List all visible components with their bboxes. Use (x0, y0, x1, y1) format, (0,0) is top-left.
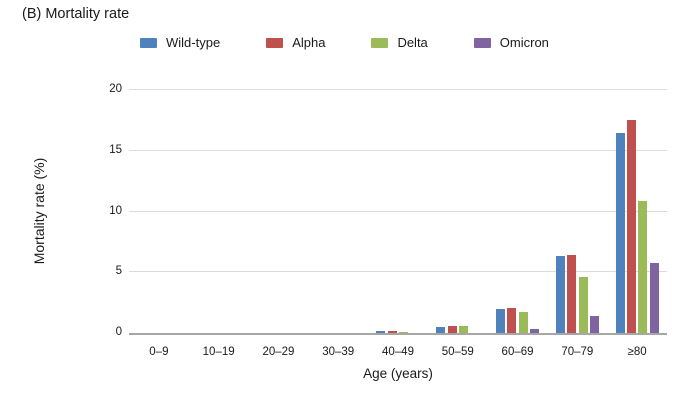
x-tick-label-7: 70–79 (561, 346, 594, 358)
y-tick-label-10: 10 (109, 204, 122, 217)
x-tick-label-0: 0–9 (149, 346, 169, 358)
legend-swatch-icon (266, 37, 284, 48)
bar-alpha-7079 (567, 255, 577, 333)
bar-wild-type-7079 (555, 256, 565, 333)
gridline-10 (129, 210, 667, 212)
gridline-5 (129, 271, 667, 273)
bar-delta-80 (638, 200, 648, 333)
plot-area (129, 89, 667, 335)
y-tick-label-15: 15 (109, 143, 122, 156)
bar-wild-type-4049 (376, 330, 386, 333)
bar-delta-7079 (578, 277, 588, 333)
legend-swatch-icon (371, 37, 389, 48)
bar-alpha-5059 (447, 325, 457, 333)
bar-omicron-80 (649, 262, 659, 333)
bar-omicron-6069 (530, 329, 540, 333)
gridline-15 (129, 149, 667, 151)
legend-item-delta: Delta (371, 35, 428, 50)
y-tick-label-0: 0 (115, 326, 122, 338)
legend-item-alpha: Alpha (266, 35, 325, 50)
bar-delta-5059 (458, 325, 468, 333)
y-axis-title: Mortality rate (%) (31, 157, 47, 265)
bar-delta-6069 (518, 312, 528, 333)
x-tick-label-8: ≥80 (627, 346, 647, 358)
legend-item-omicron: Omicron (473, 35, 549, 50)
x-axis-title: Age (years) (363, 366, 433, 381)
x-tick-label-6: 60–69 (501, 346, 534, 358)
legend-label: Delta (397, 35, 428, 50)
bar-alpha-4049 (387, 330, 397, 333)
legend-label: Omicron (499, 35, 549, 50)
x-tick-label-4: 40–49 (382, 346, 414, 358)
y-tick-label-5: 5 (115, 265, 122, 278)
bar-alpha-6069 (507, 307, 517, 333)
legend-label: Wild-type (166, 35, 221, 50)
legend-label: Alpha (292, 35, 326, 50)
legend: Wild-type Alpha Delta Omicron (140, 35, 549, 50)
x-tick-label-1: 10–19 (202, 346, 235, 358)
legend-swatch-icon (473, 37, 491, 48)
bar-alpha-80 (626, 120, 636, 333)
x-tick-label-5: 50–59 (441, 346, 474, 358)
legend-item-wild-type: Wild-type (140, 35, 220, 50)
x-tick-label-3: 30–39 (322, 346, 355, 358)
bar-wild-type-5059 (436, 326, 446, 333)
bar-wild-type-6069 (495, 308, 505, 333)
bar-omicron-7079 (589, 316, 599, 333)
gridline-20 (129, 89, 667, 90)
bar-wild-type-80 (615, 132, 625, 333)
chart-title: (B) Mortality rate (22, 6, 130, 22)
bar-delta-4049 (399, 331, 409, 333)
legend-swatch-icon (140, 37, 157, 48)
y-tick-label-20: 20 (109, 83, 122, 95)
x-tick-label-2: 20–29 (262, 346, 295, 358)
